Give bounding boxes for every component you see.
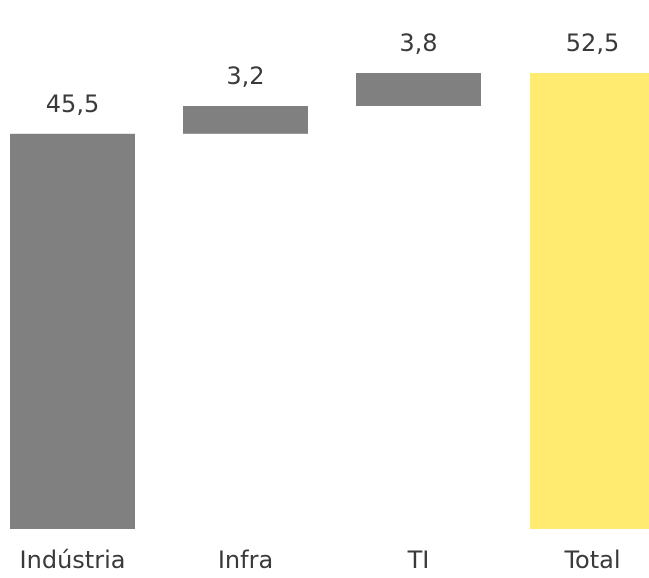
- category-label-infra: Infra: [218, 546, 273, 574]
- bars-group: [10, 73, 649, 530]
- category-label-ti: TI: [407, 546, 430, 574]
- value-label-infra: 3,2: [226, 62, 264, 90]
- bar-industria: [10, 133, 135, 530]
- value-labels-group: 45,5 3,2 3,8 52,5: [46, 29, 619, 118]
- value-label-industria: 45,5: [46, 90, 99, 118]
- value-label-total: 52,5: [566, 29, 619, 57]
- bar-infra: [183, 106, 308, 134]
- value-label-ti: 3,8: [399, 29, 437, 57]
- category-label-total: Total: [563, 546, 620, 574]
- bar-total: [530, 73, 649, 529]
- bar-ti: [356, 73, 481, 107]
- category-label-industria: Indústria: [20, 546, 126, 574]
- category-labels-group: Indústria Infra TI Total: [20, 546, 621, 574]
